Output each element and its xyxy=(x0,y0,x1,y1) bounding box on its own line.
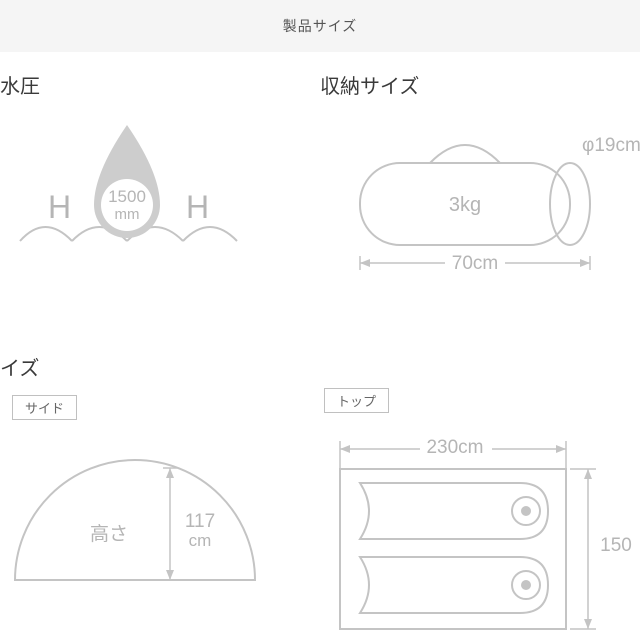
section-storage: 収納サイズ 3kg φ19cm 70cm xyxy=(320,70,640,283)
water-h-right: H xyxy=(186,189,209,225)
storage-weight: 3kg xyxy=(449,194,481,216)
top-width: 230cm xyxy=(426,437,483,458)
side-tag: サイド xyxy=(12,395,77,420)
spec-grid: 水圧 H H 1500 mm 収納サイズ 3 xyxy=(0,52,640,640)
top-tag-wrap: トップ xyxy=(324,388,640,413)
section-water: 水圧 H H 1500 mm xyxy=(0,70,300,273)
height-unit: cm xyxy=(189,531,212,550)
top-depth: 150 xyxy=(600,535,632,556)
top-diagram: 230cm 150 xyxy=(320,423,640,643)
section-top: トップ 230cm xyxy=(320,388,640,643)
side-title: イズ xyxy=(0,352,310,381)
top-tag: トップ xyxy=(324,388,389,413)
storage-diagram: 3kg φ19cm 70cm xyxy=(320,113,640,283)
side-tag-wrap: サイド xyxy=(12,395,310,420)
side-diagram: 高さ 117 cm xyxy=(0,430,310,610)
height-label: 高さ xyxy=(90,523,128,545)
water-unit: mm xyxy=(115,206,140,223)
storage-title: 収納サイズ xyxy=(320,70,640,99)
height-value: 117 xyxy=(185,511,215,532)
water-value: 1500 xyxy=(108,187,146,206)
water-h-left: H xyxy=(48,189,71,225)
header-title: 製品サイズ xyxy=(283,16,358,36)
storage-diameter: φ19cm xyxy=(582,135,640,156)
section-side: イズ サイド 高さ 117 cm xyxy=(0,352,310,610)
header-bar: 製品サイズ xyxy=(0,0,640,52)
water-diagram: H H 1500 mm xyxy=(0,113,300,273)
water-title: 水圧 xyxy=(0,70,300,99)
storage-length: 70cm xyxy=(452,253,498,274)
